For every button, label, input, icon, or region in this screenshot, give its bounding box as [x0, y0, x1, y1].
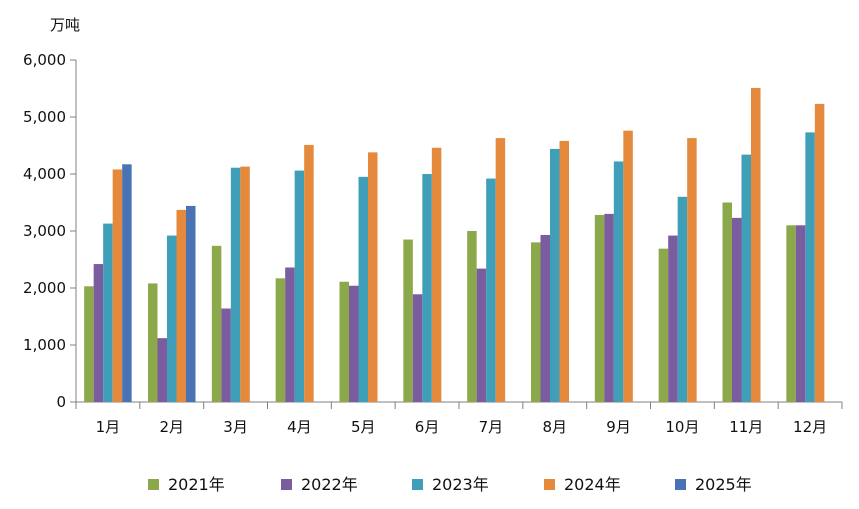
legend-label: 2024年 — [564, 475, 621, 494]
bar-2023年-11月 — [741, 154, 751, 402]
x-tick-label: 11月 — [729, 418, 763, 436]
y-tick-label: 2,000 — [23, 279, 66, 297]
bar-2022年-1月 — [93, 264, 104, 402]
x-tick-label: 9月 — [606, 418, 631, 436]
bar-2023年-5月 — [358, 176, 368, 402]
bar-2024年-10月 — [687, 138, 697, 402]
bar-2021年-4月 — [275, 278, 286, 402]
bar-2025年-2月 — [186, 205, 196, 402]
y-tick-label: 4,000 — [23, 165, 66, 183]
bar-2021年-6月 — [403, 239, 413, 402]
bar-2023年-4月 — [294, 170, 305, 402]
bar-2024年-11月 — [751, 87, 761, 403]
bar-2021年-2月 — [148, 283, 158, 402]
bar-2023年-6月 — [422, 174, 432, 402]
bar-2024年-5月 — [368, 152, 378, 402]
bar-2024年-12月 — [814, 103, 825, 402]
bar-2022年-7月 — [476, 268, 487, 402]
bar-2022年-2月 — [157, 338, 167, 402]
x-tick-label: 3月 — [223, 418, 248, 436]
bar-2022年-4月 — [285, 267, 295, 402]
legend-label: 2021年 — [168, 475, 225, 494]
x-tick-label: 7月 — [479, 418, 504, 436]
x-tick-label: 2月 — [159, 418, 184, 436]
bar-2023年-3月 — [230, 167, 241, 402]
legend-swatch — [281, 479, 292, 490]
bar-2022年-10月 — [668, 235, 678, 402]
y-axis: 0 1,000 2,000 3,000 4,000 5,000 6,000 — [23, 51, 77, 411]
bar-2023年-2月 — [167, 235, 177, 402]
bar-2021年-1月 — [84, 286, 94, 402]
bar-2022年-11月 — [732, 217, 742, 402]
bar-2021年-7月 — [467, 231, 477, 402]
y-tick-label: 5,000 — [23, 108, 66, 126]
bar-2023年-7月 — [486, 178, 496, 402]
bar-2022年-12月 — [795, 225, 806, 402]
x-tick-label: 6月 — [415, 418, 440, 436]
y-tick-label: 3,000 — [23, 222, 66, 240]
bar-2023年-1月 — [103, 223, 113, 402]
x-tick-label: 1月 — [96, 418, 121, 436]
legend-swatch — [148, 479, 159, 490]
x-tick-label: 10月 — [665, 418, 699, 436]
bar-2023年-8月 — [550, 148, 560, 402]
bar-2024年-2月 — [176, 209, 186, 402]
bar-2024年-7月 — [495, 138, 506, 402]
bar-2024年-4月 — [304, 144, 314, 402]
bar-2021年-3月 — [211, 245, 222, 402]
legend: 2021年 2022年 2023年 2024年 2025年 — [148, 475, 752, 494]
bar-2024年-6月 — [431, 147, 442, 402]
x-tick-label: 8月 — [542, 418, 567, 436]
legend-swatch — [412, 479, 423, 490]
bar-2021年-12月 — [786, 225, 796, 402]
bars-group — [84, 87, 825, 403]
x-axis: 1月 2月 3月 4月 5月 6月 7月 8月 9月 10月 11月 12月 — [75, 401, 843, 436]
bar-2022年-6月 — [412, 294, 423, 402]
bar-2022年-8月 — [540, 234, 550, 402]
bar-2021年-9月 — [594, 215, 605, 402]
x-tick-label: 4月 — [287, 418, 312, 436]
bar-2021年-11月 — [722, 202, 732, 402]
legend-swatch — [675, 479, 686, 490]
bar-2021年-5月 — [339, 281, 349, 402]
legend-label: 2022年 — [301, 475, 358, 494]
legend-swatch — [544, 479, 555, 490]
bar-2022年-5月 — [349, 285, 359, 402]
bar-2024年-1月 — [112, 169, 123, 402]
bar-2025年-1月 — [122, 164, 132, 402]
legend-label: 2025年 — [695, 475, 752, 494]
bar-2023年-9月 — [613, 161, 624, 402]
bar-2024年-3月 — [240, 166, 250, 402]
bar-2024年-8月 — [559, 140, 569, 402]
bar-2022年-3月 — [221, 308, 231, 402]
bar-2022年-9月 — [604, 213, 614, 402]
y-tick-label: 1,000 — [23, 336, 66, 354]
bar-2023年-10月 — [677, 196, 688, 402]
bar-2024年-9月 — [623, 130, 633, 402]
x-tick-label: 5月 — [351, 418, 376, 436]
bar-2023年-12月 — [805, 132, 815, 402]
bar-2021年-10月 — [658, 248, 669, 402]
bar-2021年-8月 — [531, 242, 541, 402]
y-tick-label: 6,000 — [23, 51, 66, 69]
y-tick-label: 0 — [56, 393, 66, 411]
y-axis-unit-label: 万吨 — [50, 16, 80, 34]
x-tick-label: 12月 — [793, 418, 827, 436]
legend-label: 2023年 — [432, 475, 489, 494]
